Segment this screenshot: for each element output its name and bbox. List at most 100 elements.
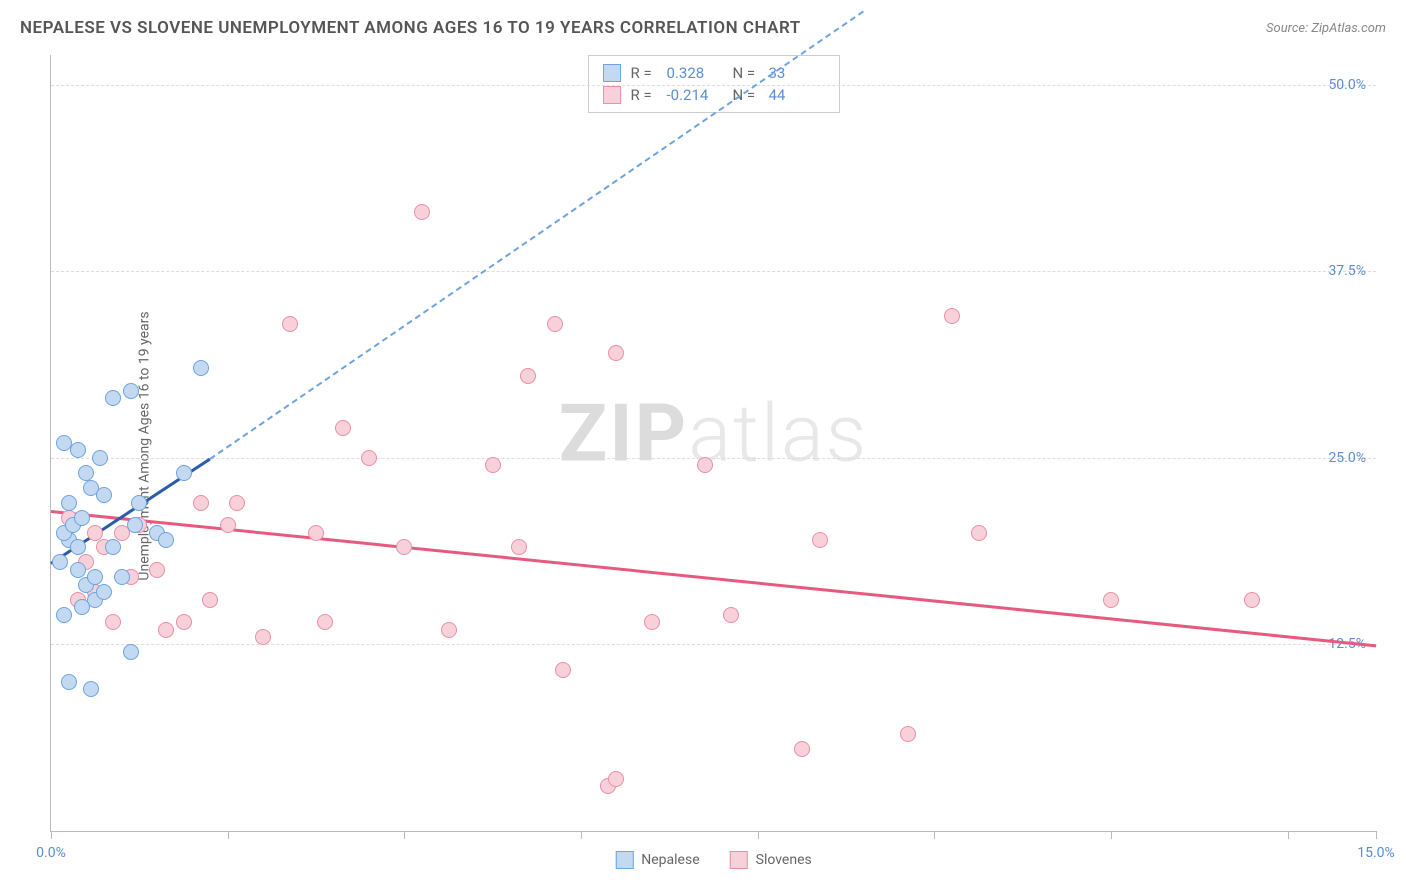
data-point-nepalese: [96, 487, 112, 503]
legend-swatch-nepalese: [615, 851, 633, 869]
data-point-slovenes: [105, 614, 121, 630]
data-point-nepalese: [78, 465, 94, 481]
scatter-plot-area: ZIPatlas R = 0.328 N = 33 R = -0.214 N =…: [50, 55, 1376, 832]
data-point-slovenes: [335, 420, 351, 436]
data-point-slovenes: [176, 614, 192, 630]
n-label: N =: [733, 64, 759, 82]
x-tick: [1376, 831, 1377, 839]
data-point-slovenes: [812, 532, 828, 548]
data-point-nepalese: [70, 562, 86, 578]
data-point-slovenes: [485, 457, 501, 473]
y-tick-label: 25.0%: [1328, 450, 1366, 466]
x-tick: [228, 831, 229, 839]
data-point-nepalese: [123, 644, 139, 660]
data-point-slovenes: [308, 525, 324, 541]
data-point-nepalese: [74, 510, 90, 526]
chart-title: NEPALESE VS SLOVENE UNEMPLOYMENT AMONG A…: [20, 18, 801, 38]
x-tick: [1111, 831, 1112, 839]
data-point-nepalese: [176, 465, 192, 481]
data-point-slovenes: [193, 495, 209, 511]
gridline: [51, 458, 1376, 459]
data-point-slovenes: [87, 525, 103, 541]
data-point-slovenes: [520, 368, 536, 384]
data-point-slovenes: [317, 614, 333, 630]
data-point-nepalese: [114, 569, 130, 585]
data-point-nepalese: [74, 599, 90, 615]
data-point-slovenes: [229, 495, 245, 511]
data-point-nepalese: [83, 681, 99, 697]
data-point-nepalese: [56, 435, 72, 451]
data-point-slovenes: [149, 562, 165, 578]
data-point-nepalese: [158, 532, 174, 548]
swatch-slovenes: [603, 86, 621, 104]
data-point-slovenes: [282, 316, 298, 332]
x-tick: [934, 831, 935, 839]
swatch-nepalese: [603, 64, 621, 82]
n-value-slovenes: 44: [769, 86, 825, 104]
data-point-nepalese: [96, 584, 112, 600]
x-tick-label: 15.0%: [1357, 845, 1395, 861]
x-tick: [1288, 831, 1289, 839]
data-point-slovenes: [158, 622, 174, 638]
data-point-slovenes: [608, 345, 624, 361]
data-point-nepalese: [61, 674, 77, 690]
data-point-nepalese: [61, 495, 77, 511]
watermark: ZIPatlas: [559, 387, 869, 481]
data-point-slovenes: [414, 204, 430, 220]
stats-row-slovenes: R = -0.214 N = 44: [603, 84, 825, 106]
r-value-slovenes: -0.214: [667, 86, 723, 104]
legend-label-slovenes: Slovenes: [756, 852, 812, 868]
x-tick: [404, 831, 405, 839]
stats-row-nepalese: R = 0.328 N = 33: [603, 62, 825, 84]
data-point-nepalese: [56, 607, 72, 623]
legend: Nepalese Slovenes: [615, 851, 811, 869]
source-credit: Source: ZipAtlas.com: [1266, 21, 1386, 36]
data-point-slovenes: [608, 771, 624, 787]
data-point-slovenes: [697, 457, 713, 473]
legend-item-slovenes: Slovenes: [730, 851, 812, 869]
data-point-slovenes: [944, 308, 960, 324]
x-tick: [581, 831, 582, 839]
gridline: [51, 85, 1376, 86]
x-tick-label: 0.0%: [36, 845, 66, 861]
data-point-slovenes: [441, 622, 457, 638]
data-point-slovenes: [555, 662, 571, 678]
x-tick: [758, 831, 759, 839]
data-point-nepalese: [87, 569, 103, 585]
trend-line: [51, 510, 1376, 647]
legend-item-nepalese: Nepalese: [615, 851, 699, 869]
data-point-slovenes: [361, 450, 377, 466]
data-point-slovenes: [202, 592, 218, 608]
data-point-slovenes: [900, 726, 916, 742]
data-point-nepalese: [52, 554, 68, 570]
data-point-slovenes: [255, 629, 271, 645]
trend-line: [209, 10, 864, 459]
legend-label-nepalese: Nepalese: [641, 852, 699, 868]
data-point-slovenes: [644, 614, 660, 630]
data-point-slovenes: [1103, 592, 1119, 608]
data-point-slovenes: [971, 525, 987, 541]
data-point-slovenes: [1244, 592, 1260, 608]
data-point-nepalese: [127, 517, 143, 533]
legend-swatch-slovenes: [730, 851, 748, 869]
n-value-nepalese: 33: [769, 64, 825, 82]
data-point-nepalese: [70, 539, 86, 555]
data-point-nepalese: [105, 390, 121, 406]
data-point-slovenes: [511, 539, 527, 555]
data-point-nepalese: [92, 450, 108, 466]
y-tick-label: 50.0%: [1328, 77, 1366, 93]
gridline: [51, 644, 1376, 645]
gridline: [51, 271, 1376, 272]
x-tick: [51, 831, 52, 839]
data-point-nepalese: [131, 495, 147, 511]
data-point-slovenes: [794, 741, 810, 757]
data-point-slovenes: [547, 316, 563, 332]
r-label: R =: [631, 86, 657, 104]
data-point-nepalese: [123, 383, 139, 399]
y-tick-label: 37.5%: [1328, 263, 1366, 279]
r-label: R =: [631, 64, 657, 82]
data-point-nepalese: [105, 539, 121, 555]
data-point-slovenes: [220, 517, 236, 533]
chart-header: NEPALESE VS SLOVENE UNEMPLOYMENT AMONG A…: [20, 18, 1386, 38]
data-point-nepalese: [193, 360, 209, 376]
